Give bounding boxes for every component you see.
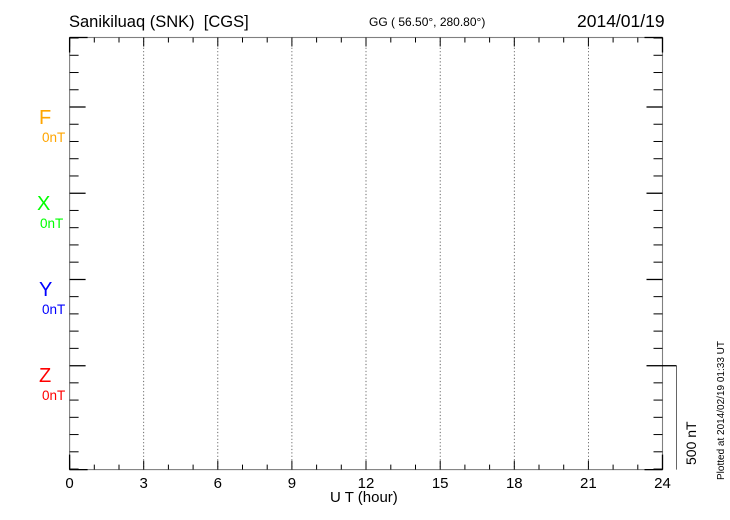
svg-text:0: 0: [65, 475, 73, 492]
svg-text:18: 18: [506, 475, 523, 492]
svg-text:24: 24: [654, 475, 671, 492]
svg-text:3: 3: [140, 475, 148, 492]
svg-text:9: 9: [288, 475, 296, 492]
svg-text:15: 15: [432, 475, 449, 492]
svg-text:6: 6: [214, 475, 222, 492]
svg-text:21: 21: [580, 475, 597, 492]
